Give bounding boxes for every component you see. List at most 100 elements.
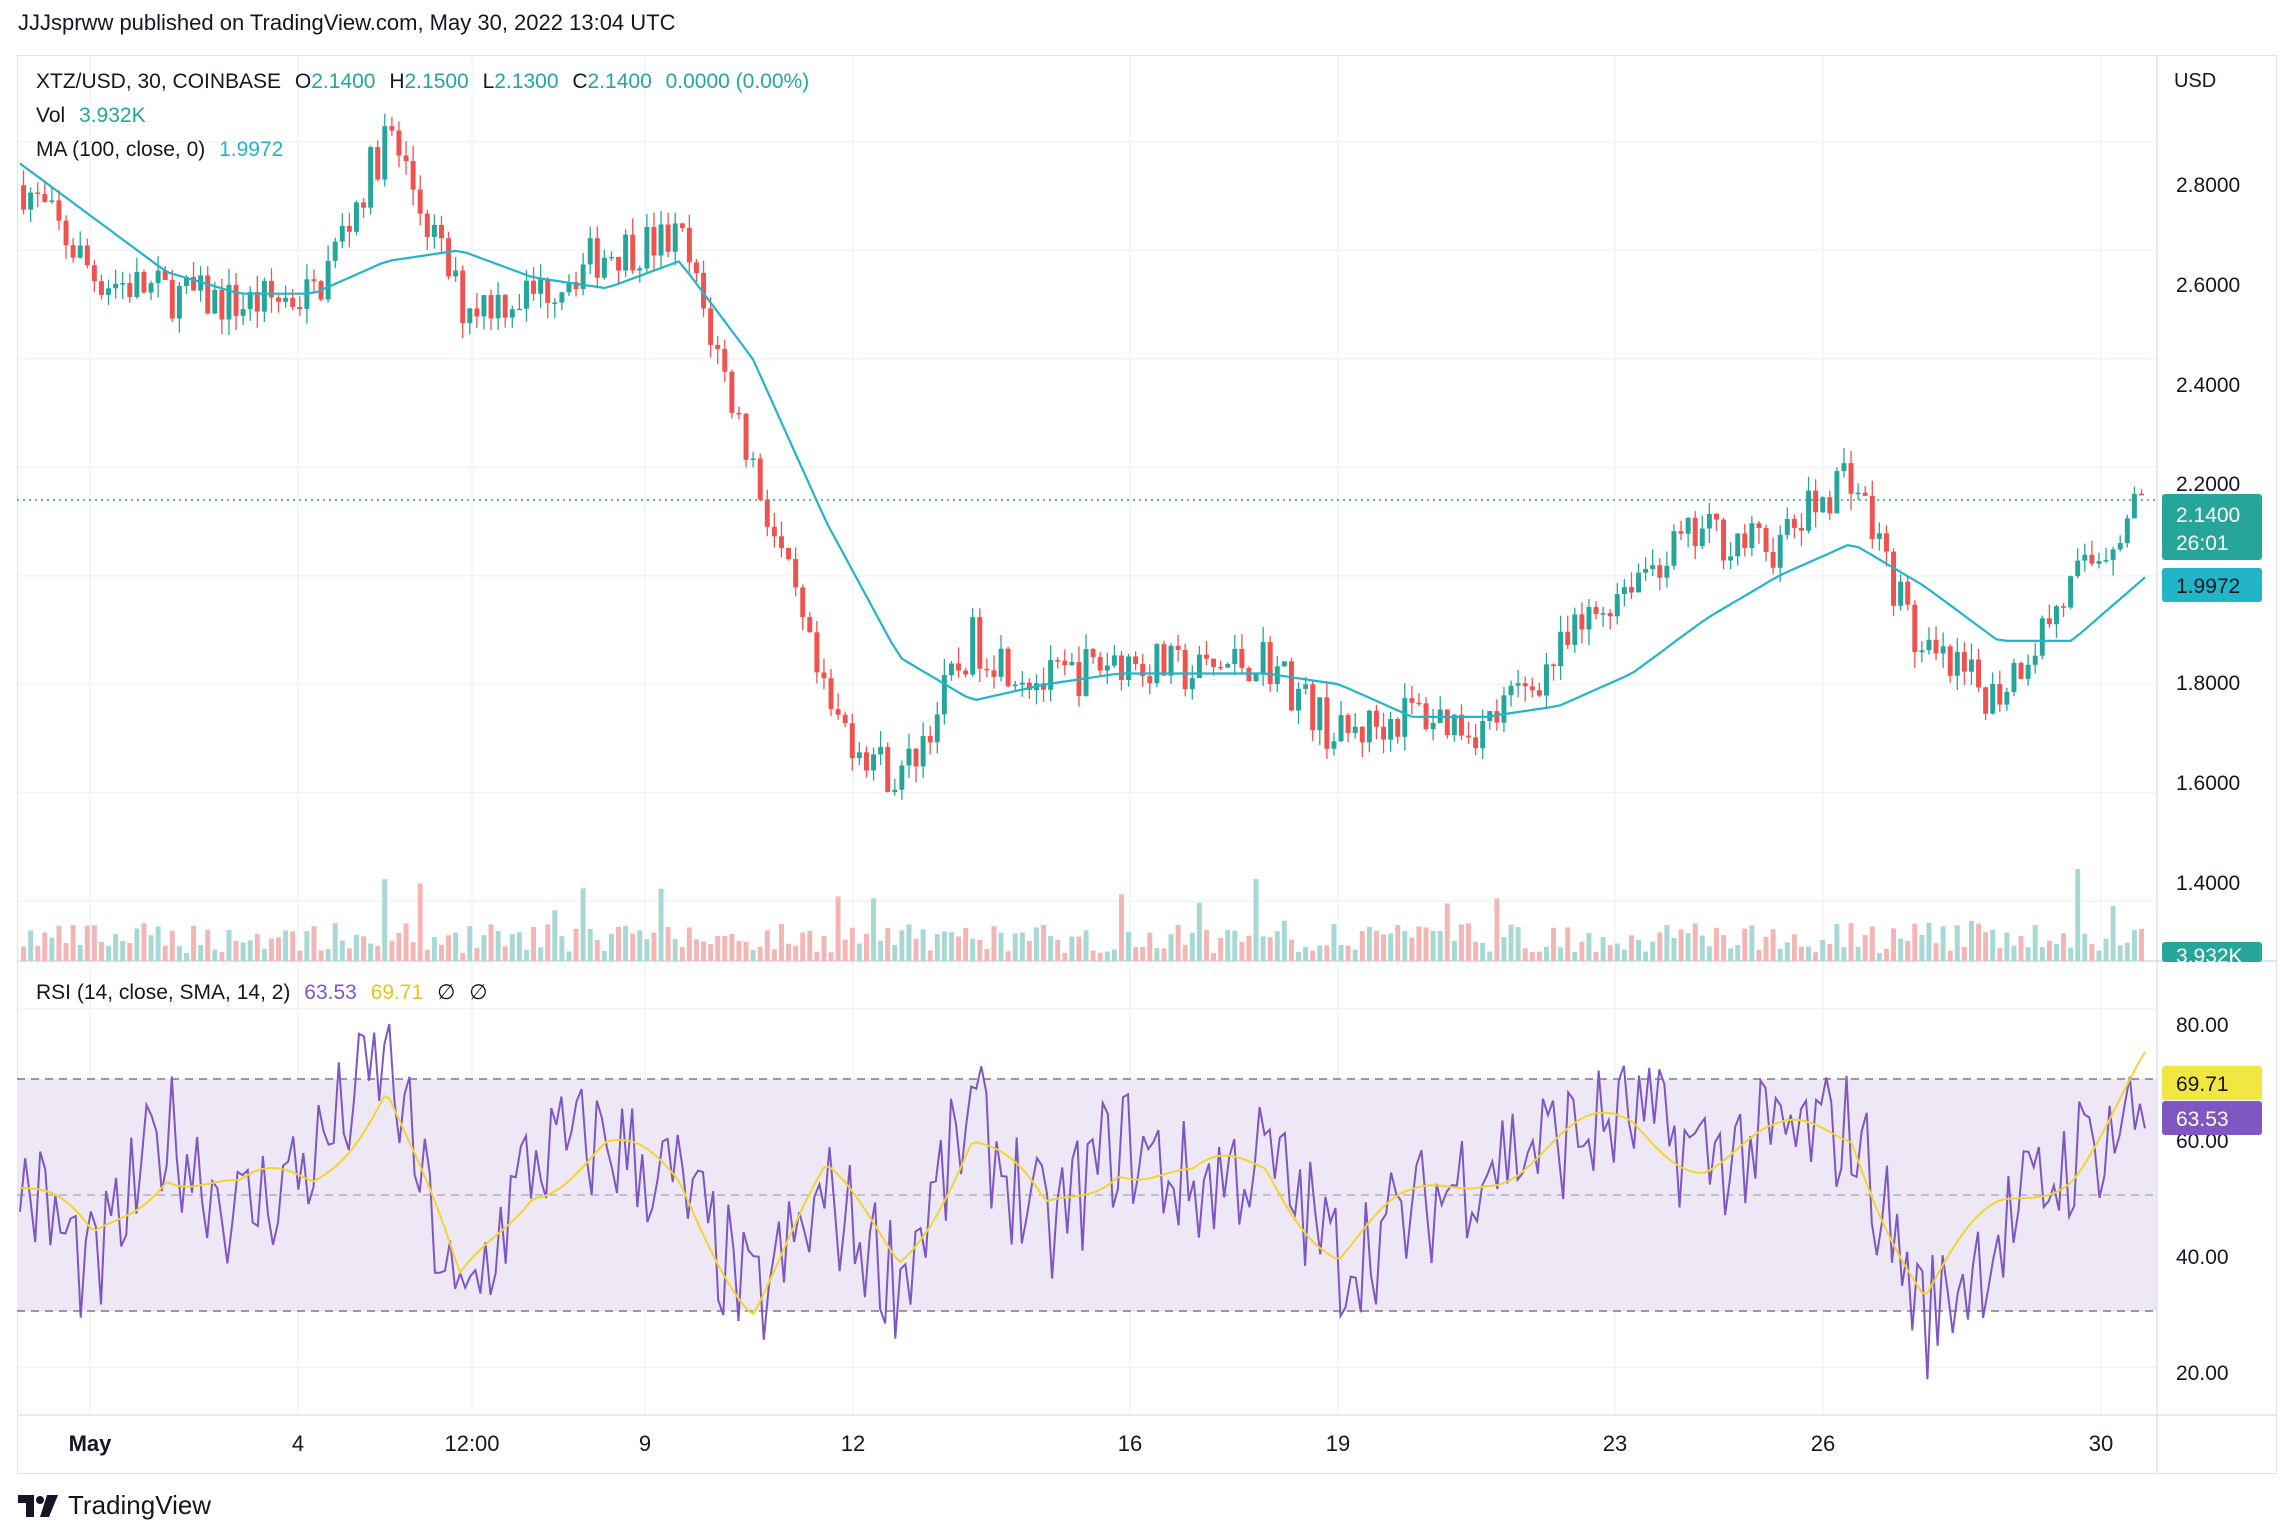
volume-bar (1614, 943, 1620, 961)
candle-body (134, 272, 140, 297)
volume-bar (1650, 941, 1656, 961)
candle-body (1912, 604, 1918, 653)
candle-body (276, 297, 282, 302)
volume-bar (304, 931, 310, 961)
volume-bar (516, 932, 522, 961)
volume-bar (1933, 943, 1939, 961)
candle-body (382, 126, 388, 180)
legend-rsi-value: 63.53 (304, 981, 357, 1004)
volume-bar (736, 941, 742, 961)
volume-bar (913, 938, 919, 961)
candle-body (268, 280, 274, 298)
volume-bar (2124, 942, 2130, 961)
volume-bar (793, 945, 799, 961)
candle-body (2032, 655, 2038, 665)
volume-bar (1699, 935, 1705, 961)
volume-bar (1976, 923, 1982, 961)
candle-body (169, 279, 175, 319)
candle-body (1232, 648, 1238, 665)
volume-bar (1621, 949, 1627, 961)
candle-body (2025, 664, 2031, 679)
candle-body (1876, 533, 1882, 539)
candle-body (587, 238, 593, 265)
candle-body (35, 192, 41, 195)
volume-bar (1126, 931, 1132, 961)
candle-body (2138, 493, 2144, 496)
volume-bar (1827, 943, 1833, 961)
candle-body (42, 194, 48, 202)
volume-bar (1763, 936, 1769, 961)
volume-bar (1586, 933, 1592, 961)
candle-body (630, 234, 636, 271)
volume-bar (729, 933, 735, 961)
volume-bar (1593, 952, 1599, 961)
volume-bar (1820, 940, 1826, 961)
volume-bar (1260, 936, 1266, 961)
candle-body (375, 147, 381, 180)
candle-body (1919, 650, 1925, 653)
candle-body (1961, 651, 1967, 672)
candle-body (297, 306, 303, 309)
candle-body (1636, 572, 1642, 593)
volume-bar (198, 945, 204, 961)
volume-bar (2053, 943, 2059, 961)
candle-body (509, 309, 515, 318)
candle-body (1225, 664, 1231, 668)
rsi-legend: RSI (14, close, SMA, 14, 2) 63.53 69.71 … (36, 980, 496, 1005)
legend-high-value: 2.1500 (404, 70, 469, 93)
candle-body (1402, 698, 1408, 737)
volume-bar (495, 930, 501, 961)
time-label: 12:00 (444, 1431, 499, 1456)
candle-body (389, 126, 395, 131)
candle-body (502, 294, 508, 318)
volume-bar (984, 949, 990, 961)
volume-bars (21, 869, 2144, 961)
volume-bar (297, 950, 303, 961)
candle-body (1664, 565, 1670, 578)
volume-bar (212, 949, 218, 961)
volume-bar (1543, 946, 1549, 961)
volume-bar (2061, 933, 2067, 961)
candle-body (1345, 715, 1351, 733)
volume-bar (608, 933, 614, 961)
candle-body (1579, 614, 1585, 630)
volume-bar (361, 936, 367, 961)
candle-body (786, 548, 792, 560)
candle-body (658, 224, 664, 256)
candle-body (311, 279, 317, 282)
volume-bar (389, 940, 395, 961)
candle-body (899, 765, 905, 790)
candle-body (332, 241, 338, 261)
volume-bar (963, 927, 969, 961)
time-label: 16 (1118, 1431, 1142, 1456)
candle-body (545, 279, 551, 303)
volume-bar (1869, 926, 1875, 961)
candle-body (623, 234, 629, 271)
volume-bar (1317, 945, 1323, 961)
candle-body (1133, 656, 1139, 664)
legend-close-value: 2.1400 (587, 70, 652, 93)
candle-body (835, 709, 841, 715)
volume-bar (1721, 935, 1727, 961)
volume-bar (1777, 948, 1783, 961)
candle-body (2117, 543, 2123, 550)
candle-body (1756, 523, 1762, 528)
volume-bar (814, 951, 820, 961)
volume-bar (318, 950, 324, 961)
candle-body (1905, 581, 1911, 605)
candle-body (729, 371, 735, 413)
volume-bar (2103, 938, 2109, 961)
volume-bar (1048, 935, 1054, 961)
candle-body (1296, 688, 1302, 711)
tradingview-logo[interactable]: TradingView (18, 1490, 211, 1521)
candle-body (651, 227, 657, 256)
candle-body (1600, 613, 1606, 615)
time-label: 30 (2089, 1431, 2113, 1456)
candle-body (155, 270, 161, 284)
candle-body (2018, 662, 2024, 679)
candle-body (424, 213, 430, 237)
candle-body (438, 224, 444, 239)
volume-bar (120, 941, 126, 961)
volume-bar (438, 944, 444, 961)
